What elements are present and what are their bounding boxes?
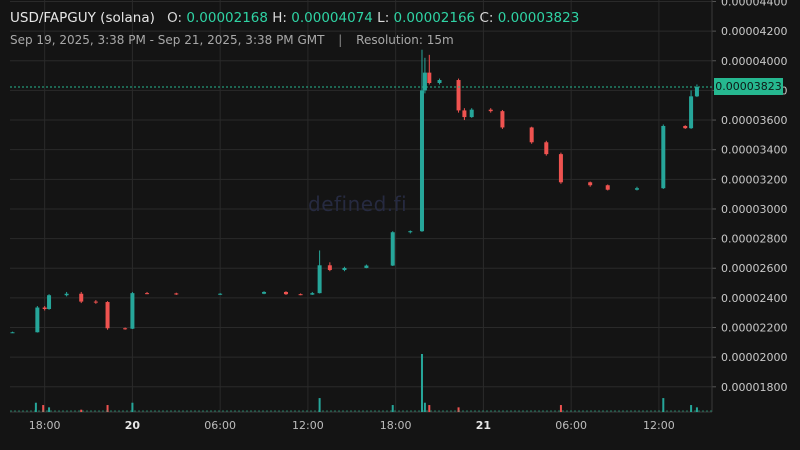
candle-body [130,293,135,329]
candle-body [298,294,303,296]
candle-body [283,291,288,295]
y-tick-label: 0.00001800 [721,381,787,394]
y-tick-label: 0.00003200 [721,173,787,186]
y-tick-label: 0.00002600 [721,262,787,275]
candle-body [64,293,69,296]
y-tick-label: 0.00004200 [721,25,787,38]
volume-bar [131,402,134,412]
current-price-label: 0.00003823 [714,78,783,96]
x-tick-label: 21 [476,419,491,432]
candle-body [500,111,505,128]
candle-body [317,265,322,294]
candle-body [42,307,47,309]
y-tick-label: 0.00002200 [721,322,787,335]
candle-body [327,265,332,271]
candle-body [145,293,150,295]
y-tick-label: 0.00003600 [721,114,787,127]
candle-body [10,332,15,334]
y-tick-label: 0.00002800 [721,233,787,246]
volume-bar [42,405,45,412]
candle-body [35,307,40,333]
date-range: Sep 19, 2025, 3:38 PM - Sep 21, 2025, 3:… [10,33,325,47]
range-info: Sep 19, 2025, 3:38 PM - Sep 21, 2025, 3:… [10,33,454,47]
volume-bar [457,407,460,412]
volume-bar [690,405,693,412]
y-tick-label: 0.00003000 [721,203,787,216]
x-tick-label: 06:00 [555,419,587,432]
volume-bar [391,405,394,412]
volume-bar [48,407,51,412]
watermark: defined.fi [308,192,408,216]
candle-body [310,293,315,295]
x-tick-label: 18:00 [380,419,412,432]
candle-body [469,109,474,118]
y-tick-label: 0.00003400 [721,144,787,157]
candle-body [558,154,563,183]
pair-symbol: USD/FAPGUY (solana) [10,10,155,26]
volume-bar [34,402,37,412]
volume-bar [559,405,562,412]
candle-body [689,96,694,129]
x-tick-label: 18:00 [29,419,61,432]
candle-body [456,80,461,111]
close-key: C: [479,10,494,26]
x-tick-label: 06:00 [204,419,236,432]
y-tick-label: 0.00002000 [721,351,787,364]
candle-body [544,142,549,155]
candle-body [661,125,666,189]
high-key: H: [272,10,287,26]
volume-bar [80,409,83,412]
candle-body [342,267,347,271]
candle-body [93,301,98,303]
x-tick-label: 12:00 [292,419,324,432]
candle-body [427,72,432,83]
candle-body [105,302,110,329]
open-key: O: [167,10,183,26]
candle-body [262,291,267,294]
volume-bar [423,402,426,412]
volume-bar [695,407,698,412]
candle-body [462,110,467,118]
volume-bar [662,398,665,412]
open-value: 0.00002168 [186,10,268,26]
candle-body [218,293,223,295]
low-value: 0.00002166 [393,10,476,26]
candle-body [408,231,413,233]
range-separator: | [338,33,343,47]
candle-body [419,90,424,232]
high-value: 0.00004074 [291,10,373,26]
candle-body [529,127,534,143]
volume-bar [318,398,321,412]
volume-bar [106,405,109,412]
low-key: L: [377,10,390,26]
candle-body [683,125,688,129]
y-tick-label: 0.00002400 [721,292,787,305]
candle-body [79,293,84,302]
volume-bar [420,354,423,412]
candle-body [123,328,128,330]
ohlc-legend: USD/FAPGUY (solana) O: 0.00002168 H: 0.0… [10,10,579,26]
x-tick-label: 20 [125,419,141,432]
candle-body [488,109,493,112]
candle-body [422,72,427,91]
candle-body [694,86,699,97]
x-tick-label: 12:00 [643,419,675,432]
resolution-label: Resolution: 15m [356,33,454,47]
volume-bar [428,405,431,412]
candle-body [390,232,395,266]
candle-body [174,293,179,295]
y-tick-label: 0.00004000 [721,55,787,68]
candle-body [47,295,52,309]
candle-body [437,80,442,83]
candle-body [634,188,639,190]
candle-body [588,182,593,186]
candle-body [605,185,610,190]
candle-body [364,265,369,268]
close-value: 0.00003823 [497,10,580,26]
y-tick-label: 0.00004400 [721,0,787,8]
